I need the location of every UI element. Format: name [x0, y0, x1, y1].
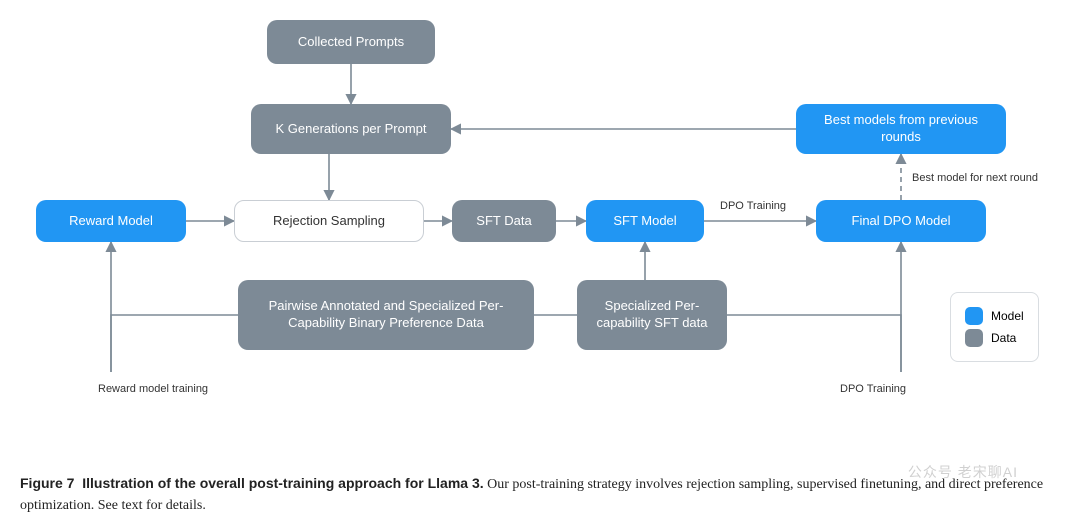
edge-label: DPO Training	[840, 383, 906, 395]
legend-swatch-data	[965, 329, 983, 347]
edge-label: Reward model training	[98, 383, 208, 395]
node-sft-data: SFT Data	[452, 200, 556, 242]
caption-prefix: Figure 7	[20, 475, 74, 491]
node-collected-prompts: Collected Prompts	[267, 20, 435, 64]
node-k-generations: K Generations per Prompt	[251, 104, 451, 154]
legend: Model Data	[950, 292, 1039, 362]
legend-item-model: Model	[965, 307, 1024, 325]
edge-label: Best model for next round	[912, 172, 1038, 184]
legend-label-model: Model	[991, 309, 1024, 323]
edge-label: DPO Training	[720, 200, 786, 212]
node-preference-data: Pairwise Annotated and Specialized Per-C…	[238, 280, 534, 350]
node-specialized-sft: Specialized Per-capability SFT data	[577, 280, 727, 350]
node-reward-model: Reward Model	[36, 200, 186, 242]
node-best-models: Best models from previous rounds	[796, 104, 1006, 154]
figure-caption: Figure 7 Illustration of the overall pos…	[20, 473, 1058, 516]
flowchart-canvas: Collected Prompts K Generations per Promp…	[0, 0, 1078, 430]
node-final-dpo-model: Final DPO Model	[816, 200, 986, 242]
node-sft-model: SFT Model	[586, 200, 704, 242]
edge	[111, 315, 238, 372]
legend-item-data: Data	[965, 329, 1024, 347]
legend-label-data: Data	[991, 331, 1016, 345]
node-rejection-sampling: Rejection Sampling	[234, 200, 424, 242]
legend-swatch-model	[965, 307, 983, 325]
caption-bold: Illustration of the overall post-trainin…	[82, 475, 483, 491]
